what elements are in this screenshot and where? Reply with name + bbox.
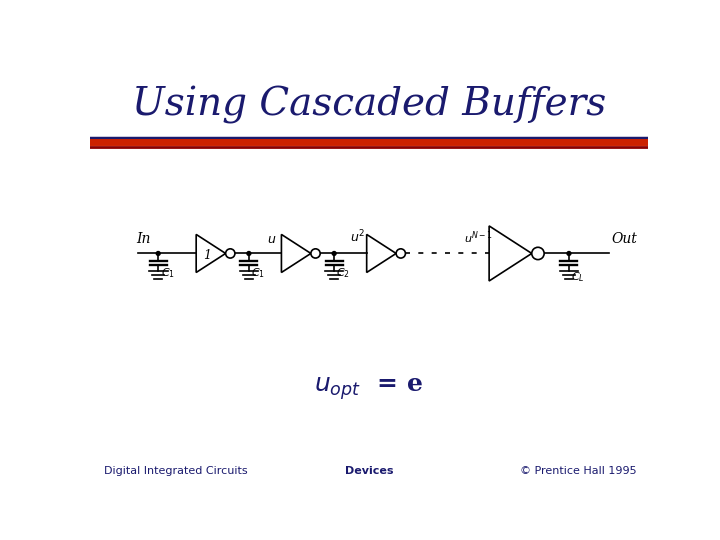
Text: Digital Integrated Circuits: Digital Integrated Circuits	[104, 465, 248, 476]
Text: $u$: $u$	[267, 233, 276, 246]
Text: Out: Out	[611, 232, 637, 246]
Text: $u^2$: $u^2$	[350, 229, 365, 246]
Text: $u^{N-1}$: $u^{N-1}$	[464, 230, 493, 246]
Text: © Prentice Hall 1995: © Prentice Hall 1995	[520, 465, 636, 476]
Text: Using Cascaded Buffers: Using Cascaded Buffers	[132, 86, 606, 124]
Circle shape	[567, 252, 571, 255]
Circle shape	[156, 252, 160, 255]
Circle shape	[396, 249, 405, 258]
Circle shape	[532, 247, 544, 260]
Text: $C_1$: $C_1$	[251, 267, 265, 280]
Text: $C_1$: $C_1$	[161, 267, 174, 280]
Circle shape	[225, 249, 235, 258]
Circle shape	[311, 249, 320, 258]
Circle shape	[332, 252, 336, 255]
Text: $C_L$: $C_L$	[571, 271, 585, 284]
Text: 1: 1	[203, 249, 212, 262]
Text: $C_2$: $C_2$	[336, 267, 351, 280]
Text: Devices: Devices	[345, 465, 393, 476]
Circle shape	[247, 252, 251, 255]
Text: $u_{opt}$  = e: $u_{opt}$ = e	[315, 375, 423, 402]
Text: In: In	[137, 232, 151, 246]
